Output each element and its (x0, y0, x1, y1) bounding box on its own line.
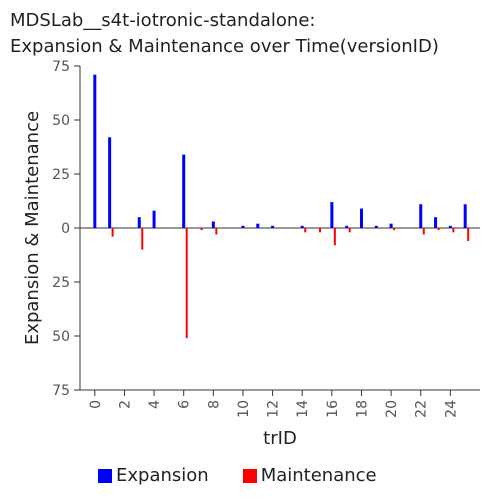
maintenance-bar (319, 228, 321, 232)
expansion-bar (360, 209, 363, 228)
x-tick-label: 2 (117, 400, 133, 409)
expansion-bar (271, 226, 274, 228)
maintenance-bar (438, 228, 440, 230)
maintenance-bar (334, 228, 336, 245)
legend-item-expansion: Expansion (98, 465, 209, 486)
x-tick-label: 18 (354, 400, 370, 418)
x-tick-label: 4 (147, 400, 163, 409)
y-tick-label: 75 (52, 383, 70, 399)
maintenance-bar (349, 228, 351, 232)
legend-swatch-expansion (98, 469, 112, 483)
x-tick-label: 22 (414, 400, 430, 418)
y-tick-label: 25 (52, 167, 70, 183)
y-tick-label: 50 (52, 329, 70, 345)
x-tick-label: 8 (206, 400, 222, 409)
maintenance-bar (304, 228, 306, 232)
maintenance-bar (423, 228, 425, 234)
expansion-bar (375, 226, 378, 228)
maintenance-bar (186, 228, 188, 338)
y-tick-label: 0 (61, 221, 70, 237)
expansion-bar (241, 226, 244, 228)
bars (93, 75, 469, 339)
expansion-bar (390, 224, 393, 228)
legend-label-expansion: Expansion (116, 465, 209, 486)
expansion-bar (449, 226, 452, 228)
y-tick-label: 25 (52, 275, 70, 291)
y-axis-label: Expansion & Maintenance (22, 111, 43, 345)
x-tick-label: 10 (236, 400, 252, 418)
expansion-bar (256, 224, 259, 228)
x-tick-label: 14 (295, 400, 311, 418)
maintenance-bar (452, 228, 454, 232)
expansion-bar (330, 202, 333, 228)
y-tick-label: 75 (52, 59, 70, 75)
maintenance-bar (393, 228, 395, 230)
expansion-bar (345, 226, 348, 228)
legend-swatch-maintenance (243, 469, 257, 483)
expansion-bar (212, 222, 215, 228)
legend-item-maintenance: Maintenance (243, 465, 377, 486)
expansion-bar (301, 226, 304, 228)
maintenance-bar (141, 228, 143, 250)
legend-label-maintenance: Maintenance (261, 465, 377, 486)
expansion-bar (182, 155, 185, 228)
maintenance-bar (112, 228, 114, 237)
maintenance-bar (467, 228, 469, 241)
legend: Expansion Maintenance (98, 465, 377, 486)
x-tick-label: 12 (266, 400, 282, 418)
maintenance-bar (201, 228, 203, 230)
expansion-bar (138, 217, 141, 228)
x-tick-label: 0 (88, 400, 104, 409)
maintenance-bar (215, 228, 217, 234)
expansion-bar (434, 217, 437, 228)
x-tick-label: 16 (325, 400, 341, 418)
y-tick-label: 50 (52, 113, 70, 129)
expansion-bar (93, 75, 96, 228)
x-tick-label: 20 (384, 400, 400, 418)
x-axis-label: trID (263, 428, 297, 449)
expansion-bar (464, 204, 467, 228)
expansion-bar (108, 137, 111, 228)
x-tick-label: 24 (443, 400, 459, 418)
expansion-bar (419, 204, 422, 228)
x-tick-label: 6 (177, 400, 193, 409)
expansion-bar (153, 211, 156, 228)
